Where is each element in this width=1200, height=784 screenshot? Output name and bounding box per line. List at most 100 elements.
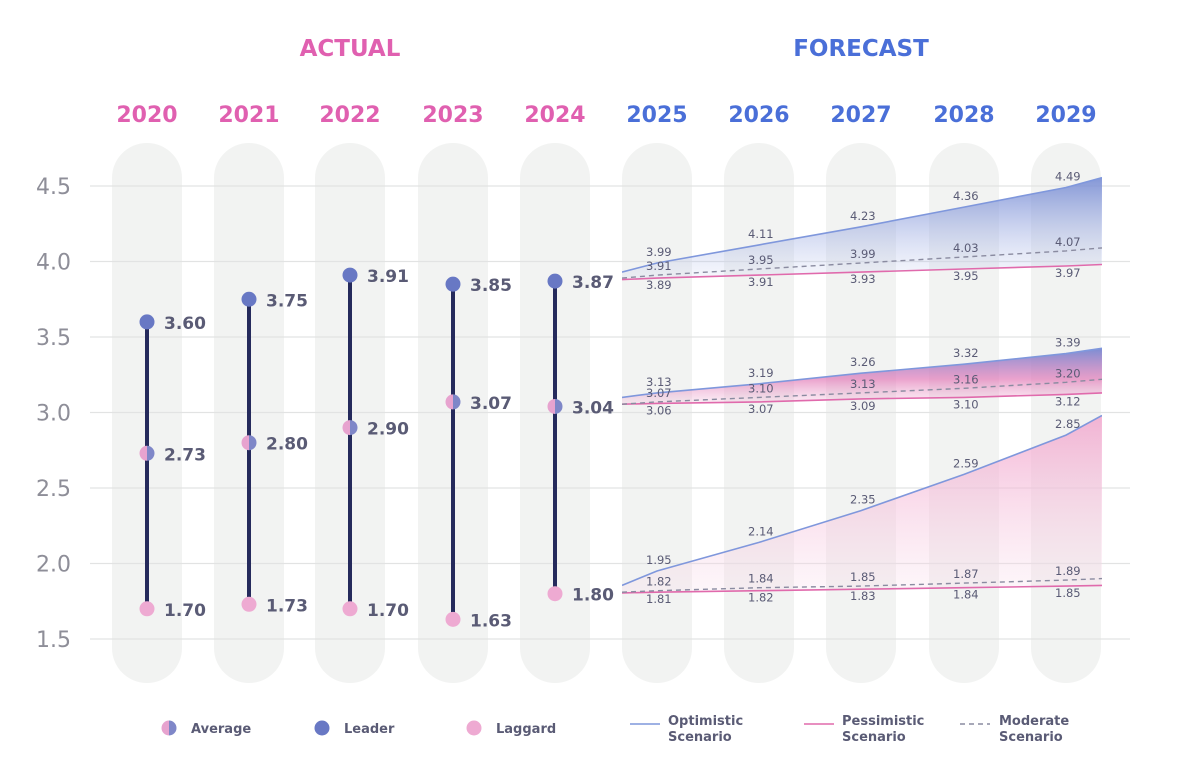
optimistic-value-label: 4.49 [1055,170,1081,184]
year-label-actual: 2022 [319,103,380,128]
scenario-band [622,415,1102,593]
year-label-actual: 2020 [116,103,177,128]
actual-header: ACTUAL [300,36,401,62]
pessimistic-value-label: 3.97 [1055,266,1081,280]
leader-value-label: 3.85 [470,276,512,296]
pessimistic-value-label: 3.07 [748,402,774,416]
legend-optimistic-label: Scenario [668,730,732,745]
optimistic-value-label: 4.11 [748,227,774,241]
pessimistic-value-label: 3.91 [748,275,774,289]
year-label-actual: 2023 [422,103,483,128]
pessimistic-value-label: 3.06 [646,403,672,417]
legend-pessimistic-label: Scenario [842,730,906,745]
optimistic-line [622,414,1102,587]
optimistic-value-label: 3.39 [1055,336,1081,350]
laggard-value-label: 1.70 [367,601,409,621]
optimistic-line [622,176,1102,273]
optimistic-value-label: 2.35 [850,493,876,507]
pessimistic-value-label: 3.95 [953,269,979,283]
leader-dot [241,291,257,307]
average-value-label: 3.07 [470,394,512,414]
leader-value-label: 3.75 [266,291,308,311]
y-tick-label: 3.0 [36,402,71,427]
optimistic-value-label: 2.59 [953,456,979,470]
optimistic-value-label: 3.13 [646,375,672,389]
laggard-dot [139,601,155,617]
laggard-dot [342,601,358,617]
average-value-label: 2.90 [367,420,409,440]
moderate-value-label: 1.84 [748,572,774,586]
average-dot [445,394,461,410]
average-dot [547,398,563,414]
laggard-dot [445,611,461,627]
year-label-forecast: 2029 [1035,103,1096,128]
pessimistic-value-label: 3.93 [850,272,876,286]
leader-dot [139,314,155,330]
y-tick-label: 4.5 [36,175,71,200]
average-dot [342,420,358,436]
pessimistic-value-label: 3.12 [1055,394,1081,408]
forecast-header: FORECAST [793,36,929,62]
moderate-line [622,378,1102,405]
optimistic-value-label: 3.32 [953,346,979,360]
pessimistic-value-label: 1.83 [850,589,876,603]
pessimistic-value-label: 1.82 [748,591,774,605]
moderate-line [622,577,1102,593]
laggard-dot [241,596,257,612]
pessimistic-value-label: 1.81 [646,592,672,606]
legend-average-marker [161,720,177,736]
pessimistic-value-label: 1.84 [953,588,979,602]
legend-pessimistic-label: Pessimistic [842,714,924,729]
average-dot [241,435,257,451]
optimistic-value-label: 3.26 [850,355,876,369]
y-tick-label: 4.0 [36,251,71,276]
moderate-value-label: 1.85 [850,570,876,584]
optimistic-value-label: 1.95 [646,553,672,567]
leader-dot [342,267,358,283]
legend-moderate-label: Moderate [999,714,1069,729]
optimistic-line [622,347,1102,399]
pessimistic-line [622,263,1102,281]
legend-optimistic-label: Optimistic [668,714,743,729]
moderate-value-label: 1.82 [646,575,672,589]
y-tick-label: 1.5 [36,628,71,653]
optimistic-value-label: 4.23 [850,209,876,223]
leader-value-label: 3.91 [367,267,409,287]
legend-laggard-label: Laggard [496,722,556,737]
laggard-value-label: 1.80 [572,586,614,606]
optimistic-value-label: 2.85 [1055,417,1081,431]
y-tick-label: 2.0 [36,553,71,578]
year-label-actual: 2024 [524,103,585,128]
optimistic-value-label: 4.36 [953,189,979,203]
average-value-label: 3.04 [572,398,614,418]
pessimistic-value-label: 1.85 [1055,586,1081,600]
moderate-value-label: 3.91 [646,259,672,273]
pessimistic-value-label: 3.10 [953,397,979,411]
pessimistic-value-label: 3.89 [646,278,672,292]
moderate-value-label: 4.03 [953,241,979,255]
leader-value-label: 3.87 [572,273,614,293]
year-label-actual: 2021 [218,103,279,128]
optimistic-value-label: 3.19 [748,366,774,380]
laggard-value-label: 1.63 [470,611,512,631]
leader-dot [445,276,461,292]
year-label-forecast: 2027 [830,103,891,128]
legend-laggard-marker [466,720,482,736]
scenario-band [622,177,1102,280]
pessimistic-line [622,392,1102,405]
leader-value-label: 3.60 [164,314,206,334]
pessimistic-value-label: 3.09 [850,399,876,413]
laggard-dot [547,586,563,602]
leader-dot [547,273,563,289]
moderate-value-label: 3.95 [748,253,774,267]
moderate-value-label: 3.10 [748,381,774,395]
legend-leader-marker [314,720,330,736]
moderate-value-label: 3.13 [850,377,876,391]
average-dot [139,445,155,461]
average-value-label: 2.80 [266,435,308,455]
y-tick-label: 2.5 [36,477,71,502]
optimistic-value-label: 3.99 [646,245,672,259]
laggard-value-label: 1.70 [164,601,206,621]
moderate-value-label: 1.89 [1055,564,1081,578]
